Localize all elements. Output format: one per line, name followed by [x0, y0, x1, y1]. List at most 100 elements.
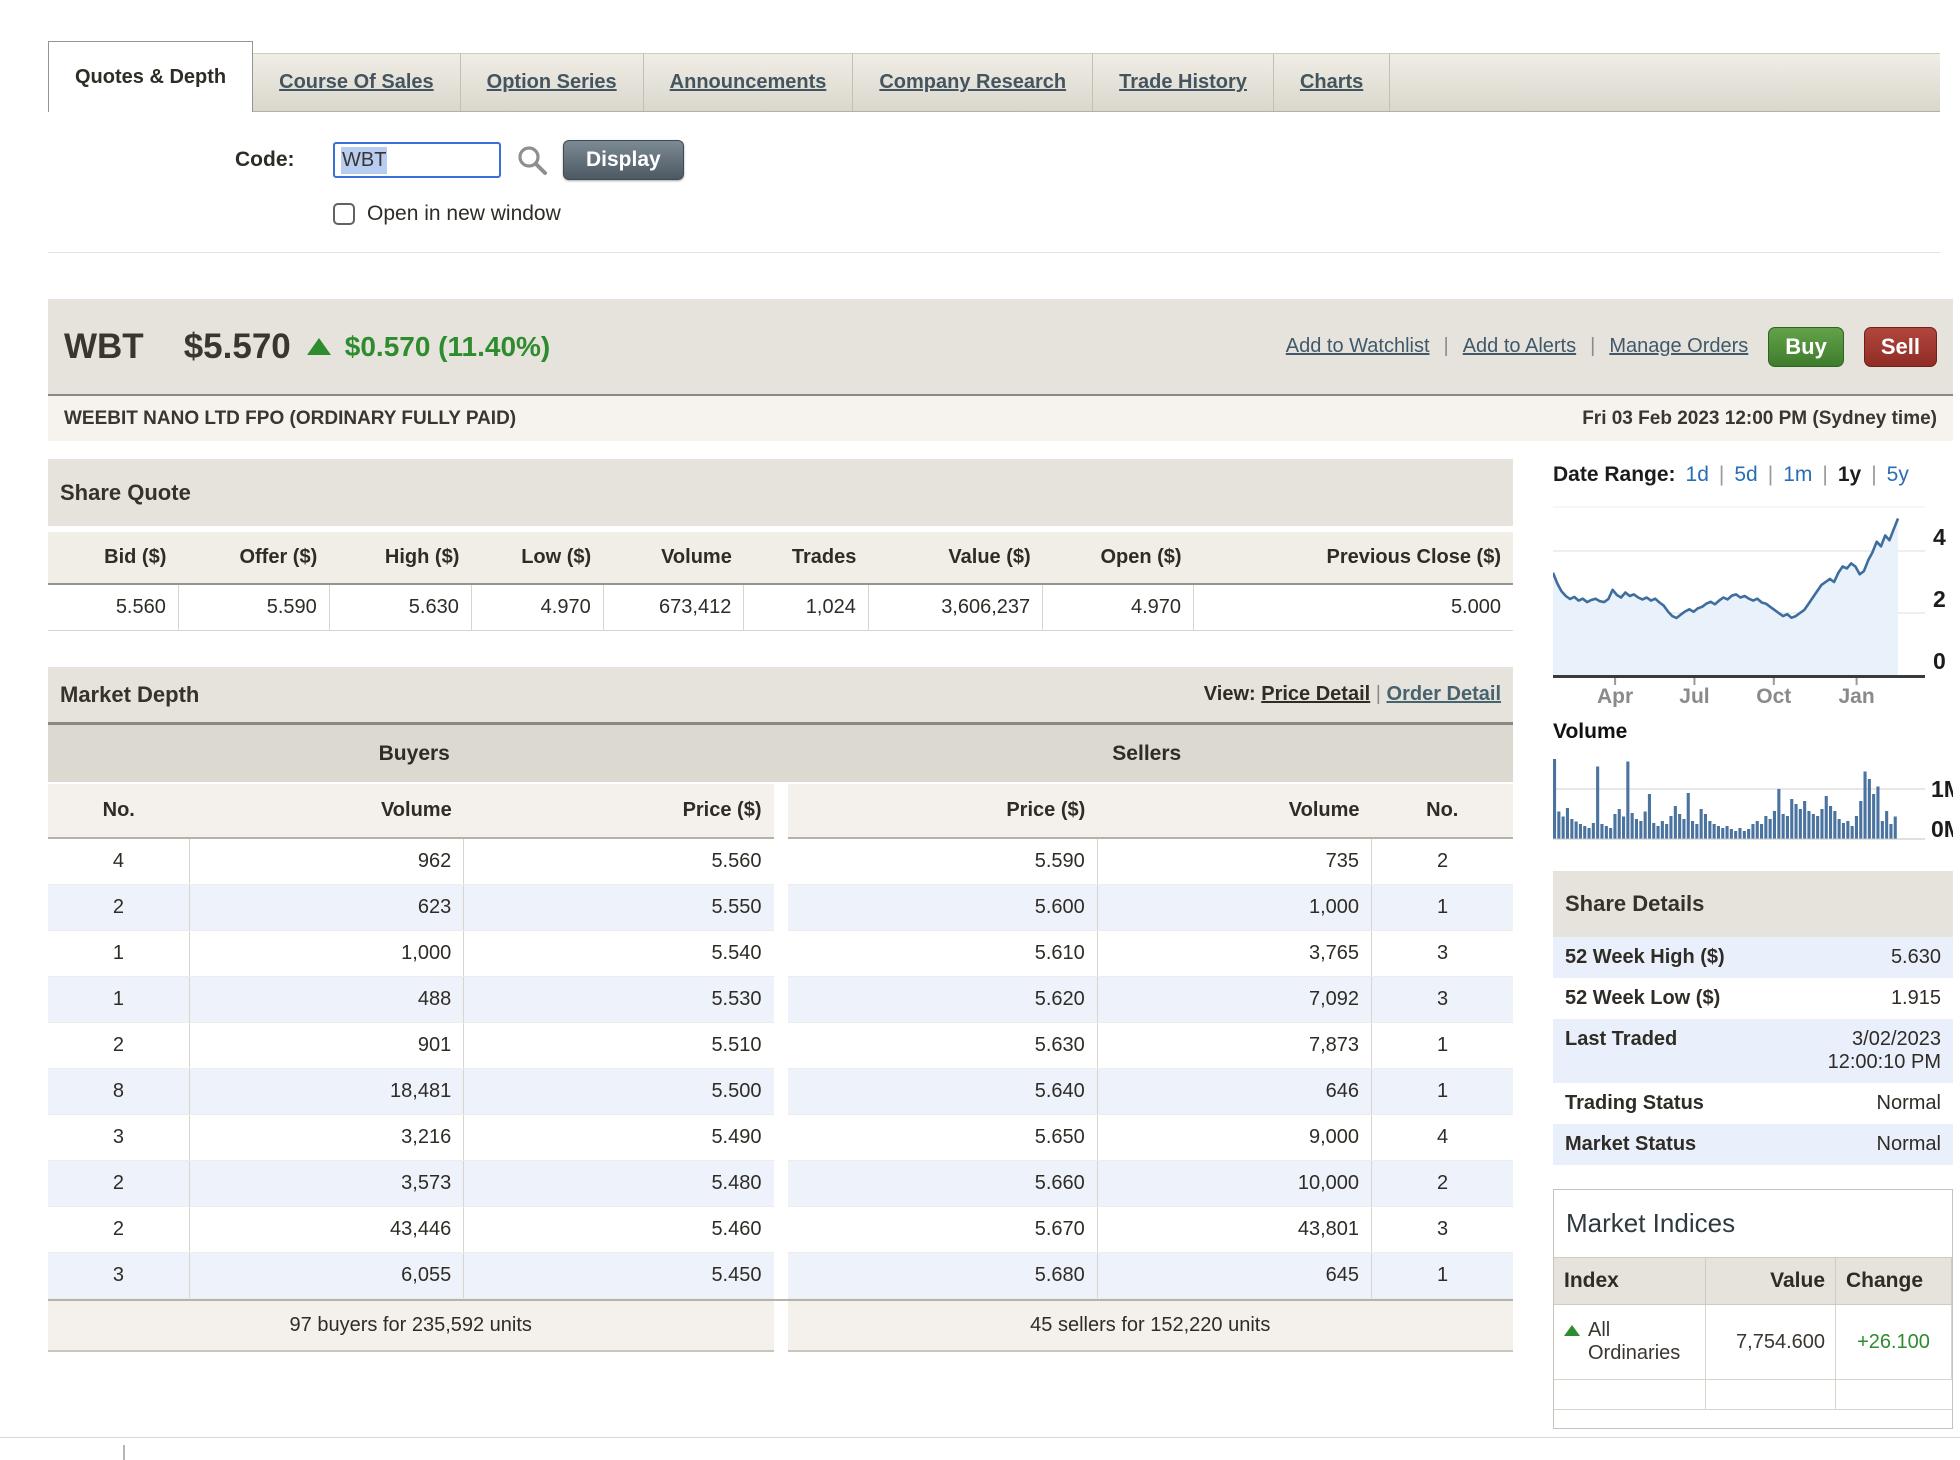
table-row: 2 43,446 5.460: [48, 1206, 774, 1253]
depth-volume-cell: 7,092: [1097, 976, 1373, 1023]
view-order-detail-link[interactable]: Order Detail: [1386, 683, 1501, 705]
depth-volume-cell: 43,446: [189, 1206, 465, 1253]
depth-no-cell: 1: [1371, 1068, 1513, 1115]
depth-price-cell: 5.680: [787, 1252, 1098, 1299]
tab-bar-filler: [1390, 53, 1940, 111]
mi-col-change: Change: [1836, 1257, 1952, 1305]
detail-value: 3/02/2023 12:00:10 PM: [1827, 1028, 1941, 1073]
depth-no-cell: 2: [48, 1160, 190, 1207]
depth-price-cell: 5.500: [463, 1068, 774, 1115]
share-quote-value: 1,024: [743, 584, 869, 631]
svg-text:Jan: Jan: [1839, 685, 1875, 707]
depth-no-cell: 3: [1371, 930, 1513, 977]
date-range-label: Date Range:: [1553, 463, 1676, 486]
add-to-alerts-link[interactable]: Add to Alerts: [1462, 335, 1577, 357]
search-icon[interactable]: [515, 143, 549, 177]
tab-option-series[interactable]: Option Series: [460, 53, 644, 111]
depth-price-cell: 5.660: [787, 1160, 1098, 1207]
quote-datetime: Fri 03 Feb 2023 12:00 PM (Sydney time): [1582, 407, 1937, 429]
depth-volume-cell: 3,573: [189, 1160, 465, 1207]
view-label: View:: [1203, 683, 1256, 705]
depth-volume-cell: 10,000: [1097, 1160, 1373, 1207]
price-change: $0.570 (11.40%): [344, 330, 551, 362]
depth-volume-cell: 488: [189, 976, 465, 1023]
sellers-group-header: Sellers: [1112, 741, 1182, 765]
depth-price-cell: 5.550: [463, 884, 774, 931]
tab-bar: Quotes & Depth Course Of Sales Option Se…: [48, 41, 1940, 112]
svg-text:Apr: Apr: [1597, 685, 1633, 707]
share-quote-values-row: 5.560 5.590 5.630 4.970 673,412 1,024 3,606,23…: [48, 584, 1513, 631]
tab-announcements[interactable]: Announcements: [643, 53, 854, 111]
code-input[interactable]: WBT: [333, 142, 501, 178]
mi-col-value: Value: [1706, 1257, 1836, 1305]
code-input-value: WBT: [341, 146, 388, 174]
share-quote-value: 3,606,237: [868, 584, 1044, 631]
depth-volume-cell: 7,873: [1097, 1022, 1373, 1069]
open-new-window-checkbox[interactable]: [333, 203, 355, 225]
detail-label: 52 Week High ($): [1565, 946, 1725, 968]
svg-text:Jul: Jul: [1679, 685, 1709, 707]
tab-company-research[interactable]: Company Research: [853, 53, 1094, 111]
table-row: 8 18,481 5.500: [48, 1068, 774, 1115]
tab-trade-history[interactable]: Trade History: [1093, 53, 1274, 111]
range-5d-link[interactable]: 5d: [1734, 463, 1758, 486]
depth-no-cell: 2: [48, 1206, 190, 1253]
depth-volume-cell: 901: [189, 1022, 465, 1069]
depth-volume-cell: 18,481: [189, 1068, 465, 1115]
index-change: +26.100: [1836, 1305, 1952, 1380]
sellers-col-no: No.: [1371, 784, 1513, 839]
date-range-selector: Date Range: 1d | 5d | 1m | 1y | 5y: [1553, 463, 1909, 486]
detail-label: Trading Status: [1565, 1092, 1704, 1114]
manage-orders-link[interactable]: Manage Orders: [1609, 335, 1749, 357]
market-indices-panel: Market Indices Index Value Change All Or…: [1553, 1189, 1953, 1429]
depth-no-cell: 2: [48, 884, 190, 931]
range-1m-link[interactable]: 1m: [1783, 463, 1813, 486]
display-button[interactable]: Display: [563, 140, 684, 180]
buy-button[interactable]: Buy: [1768, 326, 1844, 367]
tab-quotes-depth[interactable]: Quotes & Depth: [48, 41, 254, 112]
depth-volume-cell: 3,216: [189, 1114, 465, 1161]
share-quote-value: 5.560: [48, 584, 179, 631]
depth-price-cell: 5.610: [787, 930, 1098, 977]
volume-chart: 1M 0M: [1553, 759, 1960, 842]
table-row: 4 962 5.560: [48, 838, 774, 885]
detail-value: 1.915: [1890, 987, 1941, 1009]
view-price-detail-link[interactable]: Price Detail: [1261, 683, 1371, 705]
detail-label: 52 Week Low ($): [1565, 987, 1721, 1009]
svg-text:2: 2: [1933, 586, 1946, 612]
depth-price-cell: 5.480: [463, 1160, 774, 1207]
detail-value: Normal: [1876, 1133, 1941, 1155]
share-details-row: 52 Week High ($) 5.630: [1553, 937, 1953, 978]
table-row: 5.590 735 2: [787, 838, 1513, 885]
table-row: 1 488 5.530: [48, 976, 774, 1023]
depth-price-cell: 5.540: [463, 930, 774, 977]
table-row: 2 901 5.510: [48, 1022, 774, 1069]
share-quote-table: Bid ($) Offer ($) High ($) Low ($) Volum…: [48, 532, 1513, 631]
buyers-table: No. Volume Price ($) 4 962 5.560 2 623 5.550 1…: [48, 784, 774, 1299]
table-row: 5.630 7,873 1: [787, 1022, 1513, 1069]
depth-no-cell: 4: [1371, 1114, 1513, 1161]
sellers-summary: 45 sellers for 152,220 units: [787, 1301, 1513, 1352]
table-row: 3 6,055 5.450: [48, 1252, 774, 1299]
code-label: Code:: [235, 148, 295, 171]
range-1y-selected[interactable]: 1y: [1837, 463, 1862, 486]
depth-volume-cell: 9,000: [1097, 1114, 1373, 1161]
sell-button[interactable]: Sell: [1863, 326, 1937, 367]
range-5y-link[interactable]: 5y: [1886, 463, 1909, 486]
add-to-watchlist-link[interactable]: Add to Watchlist: [1285, 335, 1430, 357]
range-1d-link[interactable]: 1d: [1685, 463, 1709, 486]
tab-charts[interactable]: Charts: [1273, 53, 1391, 111]
depth-no-cell: 4: [48, 838, 190, 885]
depth-volume-cell: 646: [1097, 1068, 1373, 1115]
depth-no-cell: 2: [1371, 838, 1513, 885]
depth-price-cell: 5.590: [787, 838, 1098, 885]
index-row-partial: [1706, 1380, 1836, 1410]
svg-text:4: 4: [1933, 524, 1946, 550]
col-prev-close: Previous Close ($): [1193, 532, 1513, 584]
share-details-row: Trading Status Normal: [1553, 1083, 1953, 1124]
depth-volume-cell: 1,000: [1097, 884, 1373, 931]
tab-course-of-sales[interactable]: Course Of Sales: [253, 53, 461, 111]
depth-price-cell: 5.560: [463, 838, 774, 885]
link-separator: |: [1443, 335, 1449, 357]
depth-volume-cell: 3,765: [1097, 930, 1373, 977]
